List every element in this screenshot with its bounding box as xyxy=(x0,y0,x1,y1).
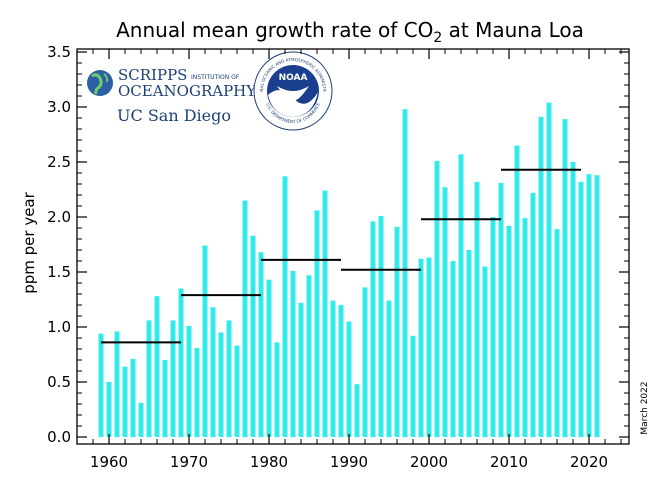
bar-2016 xyxy=(554,229,560,437)
bar-1970 xyxy=(186,325,192,437)
bar-1996 xyxy=(394,226,400,437)
chart-title-subscript: 2 xyxy=(433,30,442,46)
bar-1975 xyxy=(226,320,232,437)
chart-title-end: at Mauna Loa xyxy=(442,18,584,42)
bar-1986 xyxy=(314,210,320,437)
y-tick-label: 3.5 xyxy=(47,43,71,61)
bar-2011 xyxy=(514,145,520,437)
x-tick-label: 2000 xyxy=(410,453,448,471)
y-tick-label: 0.0 xyxy=(47,428,71,446)
bar-1963 xyxy=(130,358,136,437)
plot-frame xyxy=(76,48,630,445)
bar-1971 xyxy=(194,347,200,437)
bar-1961 xyxy=(114,331,120,437)
bar-1995 xyxy=(386,300,392,437)
y-tick-label: 1.0 xyxy=(47,318,71,336)
bar-1997 xyxy=(402,109,408,437)
bar-2008 xyxy=(490,217,496,437)
chart-title: Annual mean growth rate of CO2 at Mauna … xyxy=(116,18,584,46)
bar-1980 xyxy=(266,279,272,437)
bar-2021 xyxy=(594,175,600,437)
bar-1998 xyxy=(410,335,416,437)
x-tick-label: 2020 xyxy=(570,453,608,471)
bar-1973 xyxy=(210,307,216,437)
bar-2019 xyxy=(578,181,584,437)
bar-1979 xyxy=(258,252,264,437)
bar-1988 xyxy=(330,300,336,437)
bar-1994 xyxy=(378,215,384,437)
bar-2013 xyxy=(530,192,536,437)
scripps-institution-of: INSTITUTION OF xyxy=(191,74,240,81)
bar-1989 xyxy=(338,305,344,437)
x-tick-label: 2010 xyxy=(490,453,528,471)
bar-2006 xyxy=(474,181,480,437)
bar-2012 xyxy=(522,218,528,437)
x-tick-label: 1990 xyxy=(330,453,368,471)
scripps-oceanography: OCEANOGRAPHY xyxy=(118,82,257,100)
bar-2007 xyxy=(482,266,488,437)
bar-1976 xyxy=(234,345,240,437)
decade-means-group xyxy=(101,168,581,344)
bar-1974 xyxy=(218,332,224,437)
bar-1984 xyxy=(298,302,304,437)
bar-2003 xyxy=(450,261,456,437)
bar-1990 xyxy=(346,321,352,437)
bar-1978 xyxy=(250,235,256,437)
bar-2004 xyxy=(458,154,464,438)
bar-2002 xyxy=(442,187,448,437)
bar-1967 xyxy=(162,360,168,437)
bar-1992 xyxy=(362,287,368,437)
bar-1964 xyxy=(138,402,144,437)
bar-1959 xyxy=(98,333,104,437)
bar-1977 xyxy=(242,200,248,437)
bar-1983 xyxy=(290,270,296,437)
bar-1981 xyxy=(274,342,280,437)
bar-2014 xyxy=(538,116,544,438)
bar-1966 xyxy=(154,296,160,437)
x-tick-label: 1980 xyxy=(250,453,288,471)
bar-1991 xyxy=(354,384,360,437)
bar-2017 xyxy=(562,119,568,437)
bar-2018 xyxy=(570,162,576,437)
bar-2020 xyxy=(586,174,592,437)
y-axis-label: ppm per year xyxy=(20,191,38,293)
bar-2015 xyxy=(546,102,552,437)
x-tick-label: 1960 xyxy=(90,453,128,471)
noaa-wordmark: NOAA xyxy=(279,73,308,83)
bar-1969 xyxy=(178,288,184,437)
bar-1972 xyxy=(202,245,208,437)
chart-title-main: Annual mean growth rate of CO xyxy=(116,18,433,42)
bar-1985 xyxy=(306,275,312,437)
bar-2005 xyxy=(466,250,472,437)
y-tick-label: 2.0 xyxy=(47,208,71,226)
date-note: March 2022 xyxy=(640,381,650,434)
bar-1968 xyxy=(170,320,176,437)
y-tick-label: 2.5 xyxy=(47,153,71,171)
bar-2010 xyxy=(506,225,512,437)
bar-2000 xyxy=(426,257,432,437)
bars-group xyxy=(98,102,600,438)
x-tick-label: 1970 xyxy=(170,453,208,471)
globe-icon xyxy=(87,70,113,96)
y-tick-label: 3.0 xyxy=(47,98,71,116)
ucsd-logo-text: UC San Diego xyxy=(117,106,231,125)
bar-2009 xyxy=(498,182,504,437)
bar-1982 xyxy=(282,176,288,438)
scripps-name: SCRIPPS xyxy=(118,66,187,84)
y-tick-label: 1.5 xyxy=(47,263,71,281)
bar-1965 xyxy=(146,320,152,437)
bar-1962 xyxy=(122,366,128,437)
scripps-logo: SCRIPPS INSTITUTION OF OCEANOGRAPHY UC S… xyxy=(87,66,257,125)
axes-group: 0.0 0.5 1.0 1.5 2.0 2.5 3.0 3.5 1960 1970 1980 1990… xyxy=(47,43,630,471)
bar-1993 xyxy=(370,221,376,437)
bar-1960 xyxy=(106,382,112,437)
bar-2001 xyxy=(434,160,440,437)
y-tick-label: 0.5 xyxy=(47,373,71,391)
bar-1987 xyxy=(322,190,328,437)
bar-1999 xyxy=(418,258,424,437)
